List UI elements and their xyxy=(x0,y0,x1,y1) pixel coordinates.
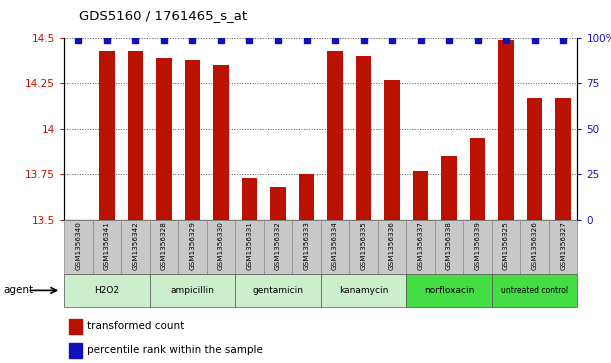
Text: GSM1356340: GSM1356340 xyxy=(75,221,81,270)
Text: GDS5160 / 1761465_s_at: GDS5160 / 1761465_s_at xyxy=(79,9,247,22)
Text: GSM1356326: GSM1356326 xyxy=(532,221,538,270)
Text: GSM1356338: GSM1356338 xyxy=(446,221,452,270)
Bar xyxy=(549,220,577,274)
Text: untreated control: untreated control xyxy=(501,286,568,295)
Text: GSM1356334: GSM1356334 xyxy=(332,221,338,270)
Bar xyxy=(99,51,115,220)
Text: GSM1356335: GSM1356335 xyxy=(360,221,367,270)
Text: ampicillin: ampicillin xyxy=(170,286,214,295)
Text: GSM1356339: GSM1356339 xyxy=(475,221,481,270)
Bar xyxy=(128,51,143,220)
Bar xyxy=(492,220,521,274)
Text: GSM1356329: GSM1356329 xyxy=(189,221,196,270)
Bar xyxy=(321,220,349,274)
Bar xyxy=(235,220,264,274)
Bar xyxy=(150,220,178,274)
Bar xyxy=(441,156,457,220)
Bar xyxy=(321,274,406,307)
Bar xyxy=(499,40,514,220)
Text: GSM1356333: GSM1356333 xyxy=(304,221,310,270)
Bar xyxy=(121,220,150,274)
Bar xyxy=(264,220,292,274)
Bar xyxy=(270,187,286,220)
Bar xyxy=(64,274,150,307)
Bar xyxy=(64,220,93,274)
Text: GSM1356327: GSM1356327 xyxy=(560,221,566,270)
Bar xyxy=(241,178,257,220)
Bar xyxy=(527,98,543,220)
Text: gentamicin: gentamicin xyxy=(252,286,304,295)
Text: GSM1356337: GSM1356337 xyxy=(417,221,423,270)
Bar xyxy=(378,220,406,274)
Text: GSM1356342: GSM1356342 xyxy=(133,221,139,270)
Bar xyxy=(384,80,400,220)
Text: GSM1356336: GSM1356336 xyxy=(389,221,395,270)
Text: transformed count: transformed count xyxy=(87,321,185,331)
Text: norfloxacin: norfloxacin xyxy=(424,286,474,295)
Bar xyxy=(69,343,82,358)
Bar xyxy=(93,220,121,274)
Bar xyxy=(327,51,343,220)
Bar xyxy=(470,138,486,220)
Bar xyxy=(349,220,378,274)
Bar xyxy=(235,274,321,307)
Bar xyxy=(213,65,229,220)
Bar xyxy=(156,58,172,220)
Bar xyxy=(435,220,463,274)
Text: percentile rank within the sample: percentile rank within the sample xyxy=(87,345,263,355)
Bar xyxy=(356,56,371,220)
Bar xyxy=(292,220,321,274)
Bar xyxy=(406,274,492,307)
Text: GSM1356328: GSM1356328 xyxy=(161,221,167,270)
Text: GSM1356332: GSM1356332 xyxy=(275,221,281,270)
Text: GSM1356325: GSM1356325 xyxy=(503,221,509,270)
Bar xyxy=(463,220,492,274)
Bar xyxy=(207,220,235,274)
Bar xyxy=(492,274,577,307)
Bar xyxy=(69,319,82,334)
Bar xyxy=(178,220,207,274)
Text: kanamycin: kanamycin xyxy=(339,286,388,295)
Text: GSM1356330: GSM1356330 xyxy=(218,221,224,270)
Bar xyxy=(185,60,200,220)
Text: GSM1356331: GSM1356331 xyxy=(246,221,252,270)
Bar xyxy=(521,220,549,274)
Bar xyxy=(555,98,571,220)
Bar xyxy=(299,174,314,220)
Bar xyxy=(150,274,235,307)
Bar xyxy=(406,220,435,274)
Text: H2O2: H2O2 xyxy=(95,286,119,295)
Text: agent: agent xyxy=(3,285,33,295)
Text: GSM1356341: GSM1356341 xyxy=(104,221,110,270)
Bar xyxy=(413,171,428,220)
